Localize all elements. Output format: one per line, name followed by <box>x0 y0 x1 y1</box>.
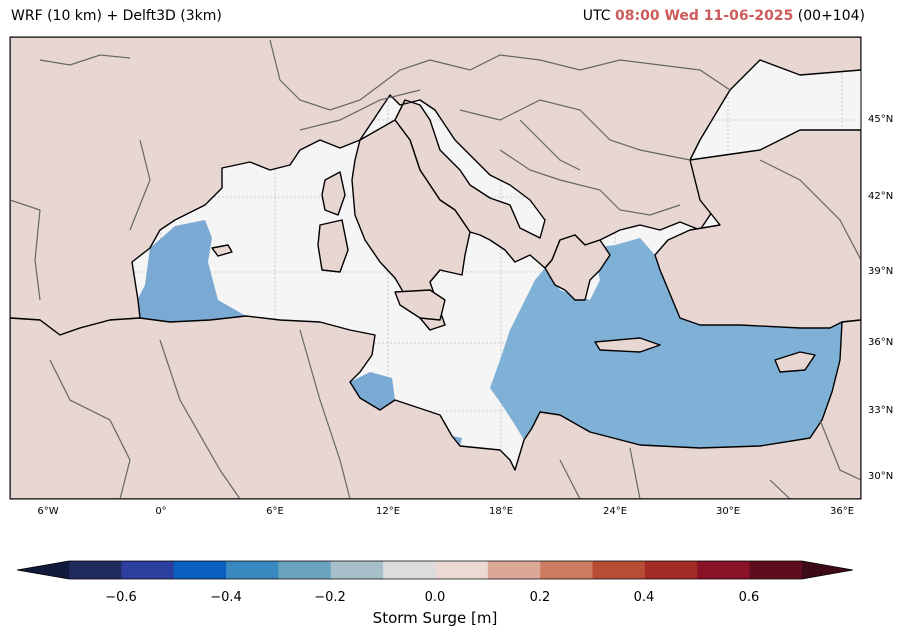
colorbar-segment <box>383 561 436 579</box>
colorbar-segment <box>330 561 384 579</box>
central-med-surge <box>350 372 395 410</box>
lat-label-45n: 45°N <box>868 114 894 125</box>
lon-label-0: 0° <box>155 506 167 517</box>
colorbar-segment <box>697 561 751 579</box>
colorbar-segment <box>435 561 489 579</box>
west-med-surge <box>132 220 246 328</box>
greece <box>544 234 611 301</box>
colorbar-outline <box>16 560 854 580</box>
lon-label-24e: 24°E <box>602 506 628 517</box>
crete <box>594 337 661 353</box>
sardinia <box>317 219 349 273</box>
colorbar-tick: 0.4 <box>633 590 655 605</box>
map-frame <box>9 36 862 500</box>
colorbar-tick: 0.2 <box>529 590 551 605</box>
lon-label-18e: 18°E <box>488 506 514 517</box>
corsica <box>321 171 346 216</box>
forecast-datetime: 08:00 Wed 11-06-2025 <box>615 8 794 24</box>
country-borders <box>10 39 861 499</box>
lat-label-33n: 33°N <box>868 405 894 416</box>
colorbar-segment <box>173 561 227 579</box>
europe-central <box>10 37 861 336</box>
utc-prefix: UTC <box>582 8 611 24</box>
colorbar-segment <box>226 561 279 579</box>
colorbar-tick: −0.4 <box>210 590 242 605</box>
balearic <box>211 244 233 257</box>
colorbar-segment <box>487 561 541 579</box>
cyprus <box>774 351 816 373</box>
colorbar-segment <box>540 561 594 579</box>
model-title: WRF (10 km) + Delft3D (3km) <box>11 8 222 24</box>
lat-label-42n: 42°N <box>868 191 894 202</box>
colorbar-segment <box>121 561 175 579</box>
colorbar-tick: 0.0 <box>424 590 446 605</box>
lon-label-6w: 6°W <box>37 506 59 517</box>
lon-label-30e: 30°E <box>715 506 741 517</box>
colorbar-segment <box>592 561 646 579</box>
colorbar-tick: 0.6 <box>738 590 760 605</box>
colorbar-segment <box>644 561 698 579</box>
colorbar-label: Storm Surge [m] <box>372 609 498 627</box>
lat-label-36n: 36°N <box>868 337 894 348</box>
forecast-run: (00+104) <box>797 8 865 24</box>
colorbar-segment <box>278 561 332 579</box>
colorbar-extend-low <box>17 561 69 579</box>
colorbar-extend-high <box>802 561 853 579</box>
turkey <box>654 129 861 329</box>
landmasses <box>10 37 861 499</box>
sicily <box>394 289 446 321</box>
forecast-time: UTC 08:00 Wed 11-06-2025 (00+104) <box>583 8 865 24</box>
colorbar-tick: −0.2 <box>314 590 346 605</box>
east-med-surge <box>490 238 842 448</box>
colorbar-segment <box>69 561 122 579</box>
north-africa <box>10 315 861 499</box>
lat-label-39n: 39°N <box>868 266 894 277</box>
lon-label-36e: 36°E <box>829 506 855 517</box>
lon-label-12e: 12°E <box>375 506 401 517</box>
colorbar <box>16 560 854 580</box>
colorbar-tick: −0.6 <box>105 590 137 605</box>
lat-label-30n: 30°N <box>868 471 894 482</box>
colorbar-segment <box>749 561 803 579</box>
lon-label-6e: 6°E <box>266 506 284 517</box>
